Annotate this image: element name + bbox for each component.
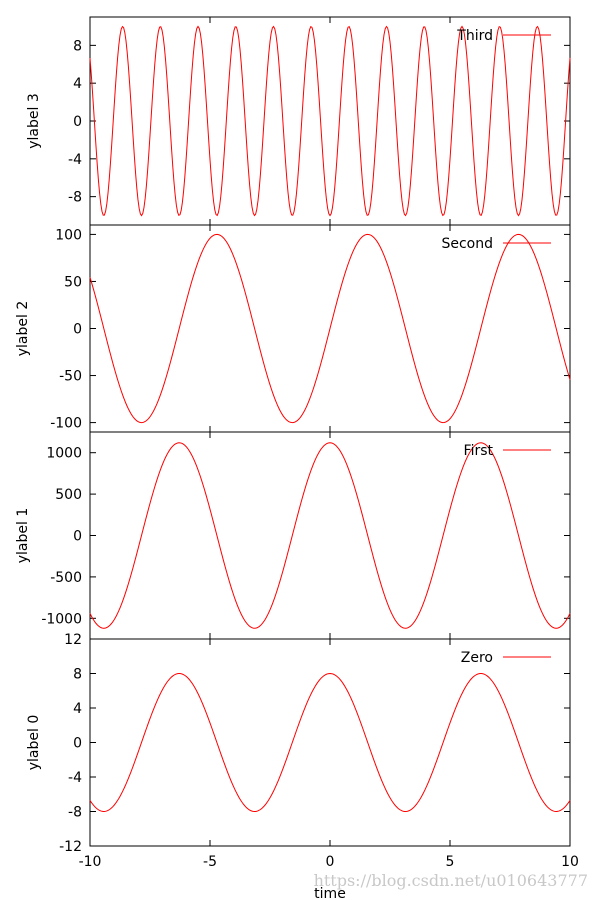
y-tick-label: -100 — [50, 416, 82, 432]
x-tick-label: -5 — [203, 854, 217, 870]
legend-label: Third — [456, 28, 493, 44]
plot-frame — [89, 431, 571, 640]
x-tick-label: -10 — [79, 854, 102, 870]
y-tick-label: 1000 — [46, 446, 82, 462]
y-tick-label: -8 — [68, 805, 82, 821]
y-tick-label: 0 — [73, 529, 82, 545]
plot-frame — [89, 638, 571, 847]
y-tick-label: -50 — [59, 369, 82, 385]
y-tick-label: 12 — [64, 632, 82, 648]
x-tick-label: 5 — [446, 854, 455, 870]
y-tick-label: 4 — [73, 701, 82, 717]
panel-3: -12 -8 -4 0 4 8 12 ylabel 0 Zero — [26, 632, 571, 855]
y-tick-label: 8 — [73, 38, 82, 54]
legend-label: Zero — [461, 650, 493, 666]
series-line-third — [89, 25, 571, 217]
y-axis-title: ylabel 2 — [15, 301, 31, 357]
panel-0: -8 -4 0 4 8 ylabel 3 Third — [26, 16, 571, 226]
y-tick-label: 500 — [55, 487, 82, 503]
panel-2: -1000 -500 0 500 1000 ylabel 1 First — [15, 431, 571, 640]
y-tick-label: -12 — [59, 839, 82, 855]
y-tick-label: 0 — [73, 322, 82, 338]
series-line-first — [89, 442, 571, 629]
y-tick-label: 0 — [73, 114, 82, 130]
legend-label: Second — [441, 236, 493, 252]
y-axis-title: ylabel 3 — [26, 93, 42, 149]
y-tick-label: -500 — [50, 570, 82, 586]
y-tick-label: -4 — [68, 770, 82, 786]
series-line-zero — [89, 672, 571, 813]
y-tick-label: 0 — [73, 736, 82, 752]
legend-label: First — [464, 443, 494, 459]
y-axis-title: ylabel 1 — [15, 508, 31, 564]
y-tick-label: 4 — [73, 76, 82, 92]
x-axis-title: time — [314, 886, 346, 900]
x-tick-label: 10 — [561, 854, 579, 870]
plot-frame — [89, 16, 571, 226]
series-line-second — [89, 233, 571, 424]
y-tick-label: -8 — [68, 190, 82, 206]
watermark-text: https://blog.csdn.net/u010643777 — [314, 871, 588, 890]
y-tick-label: 100 — [55, 227, 82, 243]
y-tick-label: 8 — [73, 667, 82, 683]
y-tick-label: 50 — [64, 274, 82, 290]
y-tick-label: -1000 — [41, 611, 82, 627]
y-axis-title: ylabel 0 — [26, 715, 42, 771]
y-tick-label: -4 — [68, 152, 82, 168]
x-tick-label: 0 — [326, 854, 335, 870]
panel-1: -100 -50 0 50 100 ylabel 2 Second — [15, 224, 571, 433]
